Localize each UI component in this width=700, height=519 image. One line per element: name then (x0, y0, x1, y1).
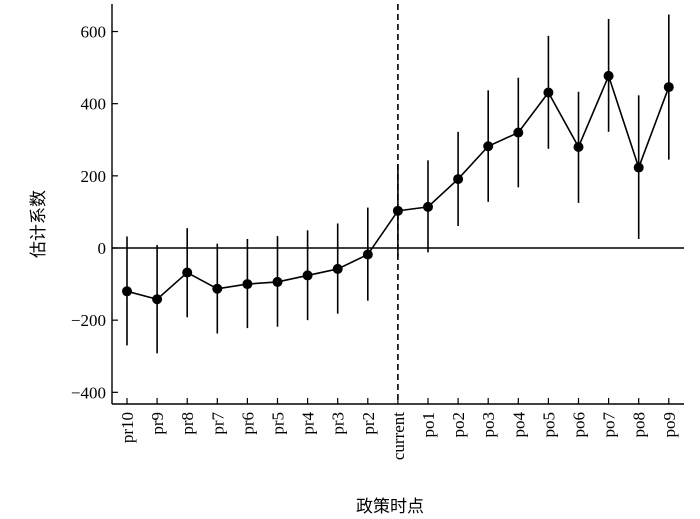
data-point (152, 294, 163, 305)
y-tick-label: −400 (71, 383, 106, 402)
data-point (302, 270, 313, 281)
data-point (453, 174, 464, 185)
data-points (122, 70, 674, 305)
data-point (543, 87, 554, 98)
x-tick-label: pr8 (178, 412, 197, 435)
y-tick-label: 0 (98, 239, 107, 258)
data-point (212, 283, 223, 294)
x-tick-label: po1 (419, 412, 438, 438)
y-tick-label: 200 (81, 167, 107, 186)
x-tick-label: po4 (509, 412, 528, 438)
data-point (633, 162, 644, 173)
x-tick-label: po3 (479, 412, 498, 438)
x-tick-label: pr2 (359, 412, 378, 435)
data-point (392, 205, 403, 216)
x-tick-label: pr3 (329, 412, 348, 435)
x-tick-label: po5 (539, 412, 558, 438)
data-point (573, 141, 584, 152)
data-point (182, 267, 193, 278)
y-tick-label: 600 (81, 23, 107, 42)
x-tick-label: pr9 (148, 412, 167, 435)
data-point (122, 286, 132, 297)
data-point (423, 201, 433, 212)
data-point (242, 279, 253, 290)
x-tick-label: pr7 (208, 412, 227, 435)
x-tick-label: pr6 (238, 412, 257, 435)
y-ticks: −400 −200 0 200 400 600 (71, 23, 118, 402)
data-point (483, 141, 494, 152)
x-tick-label: pr4 (299, 412, 318, 435)
x-ticks: pr10 pr9 pr8 pr7 pr6 pr5 pr4 pr3 pr2 current po1 po… (118, 398, 679, 460)
x-tick-label: pr5 (269, 412, 288, 435)
data-point (332, 263, 343, 274)
y-axis-title: 估计系数 (29, 190, 49, 258)
x-tick-label: pr10 (118, 412, 137, 443)
data-point (603, 70, 614, 81)
x-tick-label: po7 (600, 412, 619, 438)
y-tick-label: −200 (71, 311, 106, 330)
y-tick-label: 400 (81, 95, 107, 114)
x-tick-label: current (389, 412, 408, 460)
x-tick-label: po8 (630, 412, 649, 438)
data-point (513, 127, 524, 138)
data-point (272, 276, 283, 287)
x-axis-title: 政策时点 (356, 497, 424, 517)
x-tick-label: po6 (570, 412, 589, 438)
data-point (362, 249, 373, 260)
x-tick-label: po2 (449, 412, 468, 438)
x-tick-label: po9 (660, 412, 679, 438)
data-point (663, 82, 674, 93)
